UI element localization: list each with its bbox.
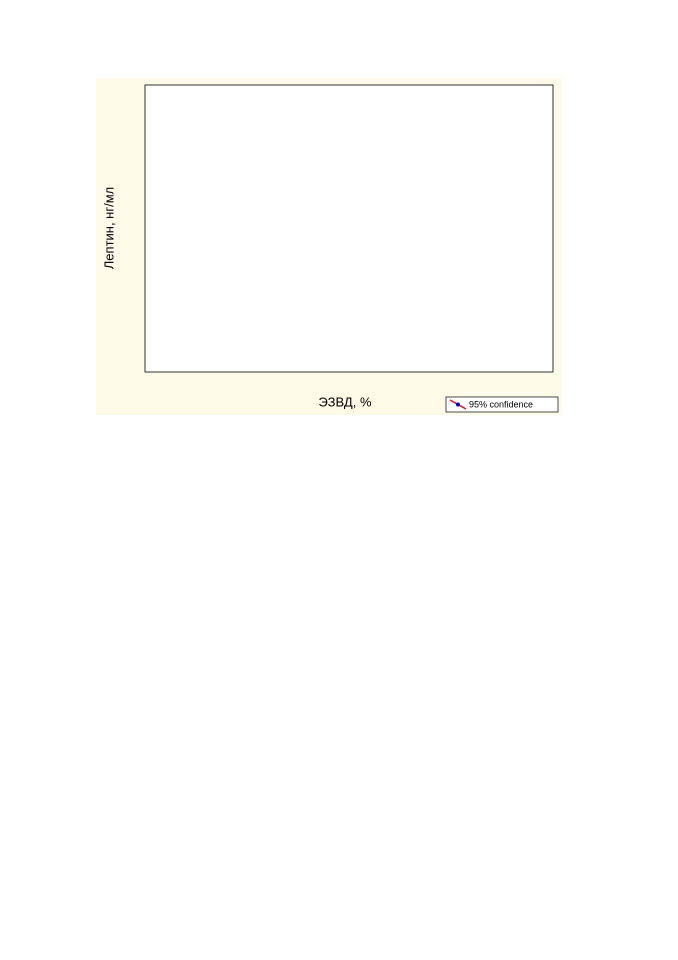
plot-area [144, 84, 554, 373]
x-axis-label: ЭЗВД, % [318, 394, 371, 409]
legend-dot [456, 402, 460, 407]
y-axis-label: Лептин, нг/мл [101, 187, 116, 269]
legend-label: 95% confidence [469, 399, 533, 409]
legend-box [445, 396, 559, 413]
